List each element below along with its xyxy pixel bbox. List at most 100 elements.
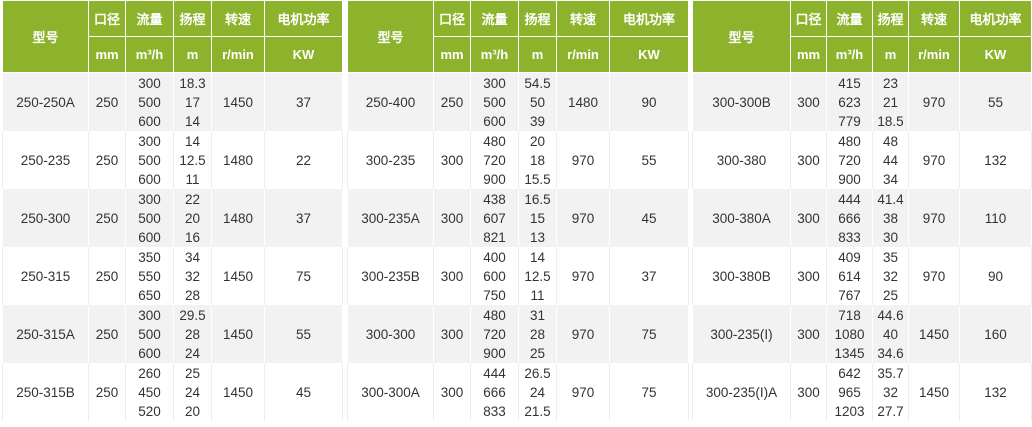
- units-row: mm m³/h m r/min KW: [693, 36, 1032, 73]
- flow-value: 520: [138, 403, 161, 419]
- header-flow: 流量: [125, 0, 174, 37]
- model-cell: 250-250A: [2, 72, 89, 131]
- caliber-cell: 300: [433, 247, 471, 305]
- table-row: 300-380B 300 409 614 767 35 32 25 970 90: [692, 247, 1032, 305]
- flow-value: 666: [838, 210, 861, 226]
- header-model: 型号: [692, 0, 791, 73]
- flow-value: 500: [483, 94, 506, 110]
- table-row: 250-400 250 300 500 600 54.5 50 39 1480 90: [347, 72, 689, 131]
- header-speed: 转速: [908, 0, 960, 37]
- caliber-cell: 250: [88, 131, 126, 189]
- flow-value: 666: [483, 384, 506, 400]
- head-value: 24: [184, 384, 201, 400]
- table-row: 300-380A 300 444 666 833 41.4 38 30 970 110: [692, 189, 1032, 247]
- head-value: 34: [882, 171, 899, 187]
- spec-table-2: 型号 口径 流量 扬程 转速 电机功率 mm m³/h m r/min KW 2…: [347, 0, 689, 421]
- power-cell: 55: [264, 305, 343, 363]
- flow-value: 600: [138, 113, 161, 129]
- power-cell: 55: [959, 72, 1032, 131]
- power-cell: 45: [609, 189, 689, 247]
- model-cell: 250-400: [347, 72, 434, 131]
- header-model: 型号: [2, 0, 89, 73]
- power-cell: 37: [264, 72, 343, 131]
- caliber-cell: 300: [433, 305, 471, 363]
- head-value: 21.5: [524, 403, 551, 419]
- head-value: 15.5: [524, 171, 551, 187]
- flow-cell: 300 500 600: [470, 72, 519, 131]
- flow-value: 600: [138, 345, 161, 361]
- speed-cell: 970: [556, 305, 610, 363]
- model-cell: 300-235(I)A: [692, 363, 791, 421]
- speed-cell: 1480: [211, 189, 265, 247]
- speed-cell: 1450: [211, 305, 265, 363]
- speed-cell: 1450: [908, 363, 960, 421]
- caliber-cell: 300: [433, 189, 471, 247]
- head-value: 31: [529, 307, 546, 323]
- header-head: 扬程: [518, 0, 557, 37]
- head-value: 22: [184, 191, 201, 207]
- head-value: 18.3: [179, 75, 206, 91]
- flow-value: 300: [138, 191, 161, 207]
- head-value: 11: [185, 171, 200, 187]
- table-row: 250-315A 250 300 500 600 29.5 28 24 1450 55: [2, 305, 343, 363]
- caliber-cell: 250: [88, 305, 126, 363]
- head-value: 39: [529, 113, 546, 129]
- head-value: 23: [882, 75, 899, 91]
- header-head: 扬程: [872, 0, 909, 37]
- flow-cell: 642 965 1203: [826, 363, 873, 421]
- head-value: 34.6: [877, 345, 904, 361]
- flow-cell: 480 720 900: [826, 131, 873, 189]
- flow-value: 444: [483, 365, 506, 381]
- flow-cell: 400 600 750: [470, 247, 519, 305]
- model-cell: 300-380B: [692, 247, 791, 305]
- flow-value: 300: [138, 307, 161, 323]
- head-value: 16: [184, 229, 201, 245]
- power-cell: 75: [609, 305, 689, 363]
- head-cell: 35 32 25: [872, 247, 909, 305]
- power-cell: 110: [959, 189, 1032, 247]
- head-value: 16.5: [524, 191, 551, 207]
- flow-value: 607: [483, 210, 506, 226]
- head-cell: 14 12.5 11: [518, 247, 557, 305]
- head-value: 34: [184, 249, 201, 265]
- speed-cell: 970: [556, 247, 610, 305]
- flow-value: 1345: [834, 345, 865, 361]
- table-row: 250-300 250 300 500 600 22 20 16 1480 37: [2, 189, 343, 247]
- flow-value: 1080: [834, 326, 865, 342]
- table-row: 250-235 250 300 500 600 14 12.5 11 1480 22: [2, 131, 343, 189]
- head-value: 12.5: [524, 268, 551, 284]
- flow-value: 480: [838, 133, 861, 149]
- header-caliber: 口径: [790, 0, 827, 37]
- head-value: 41.4: [877, 191, 904, 207]
- head-value: 32: [882, 268, 899, 284]
- head-cell: 48 44 34: [872, 131, 909, 189]
- power-cell: 132: [959, 363, 1032, 421]
- header-row: 型号 口径 流量 扬程 转速 电机功率: [347, 0, 689, 73]
- flow-cell: 260 450 520: [125, 363, 174, 421]
- flow-value: 409: [838, 249, 861, 265]
- flow-cell: 300 500 600: [125, 131, 174, 189]
- head-cell: 22 20 16: [173, 189, 212, 247]
- caliber-cell: 250: [88, 72, 126, 131]
- head-value: 12.5: [179, 152, 206, 168]
- flow-value: 400: [483, 249, 506, 265]
- speed-cell: 970: [908, 72, 960, 131]
- caliber-cell: 250: [88, 247, 126, 305]
- flow-value: 623: [838, 94, 861, 110]
- speed-cell: 970: [556, 189, 610, 247]
- flow-value: 350: [138, 249, 161, 265]
- head-cell: 25 24 20: [173, 363, 212, 421]
- header-power: 电机功率: [264, 0, 343, 37]
- head-value: 29.5: [179, 307, 206, 323]
- flow-value: 450: [138, 384, 161, 400]
- head-cell: 16.5 15 13: [518, 189, 557, 247]
- head-value: 32: [882, 384, 899, 400]
- head-value: 48: [882, 133, 899, 149]
- flow-value: 300: [483, 75, 506, 91]
- unit-head: m: [173, 36, 212, 73]
- head-value: 44: [882, 152, 899, 168]
- model-cell: 250-315B: [2, 363, 89, 421]
- table-row: 300-235A 300 438 607 821 16.5 15 13 970 45: [347, 189, 689, 247]
- header-model: 型号: [347, 0, 434, 73]
- unit-power: KW: [609, 36, 689, 73]
